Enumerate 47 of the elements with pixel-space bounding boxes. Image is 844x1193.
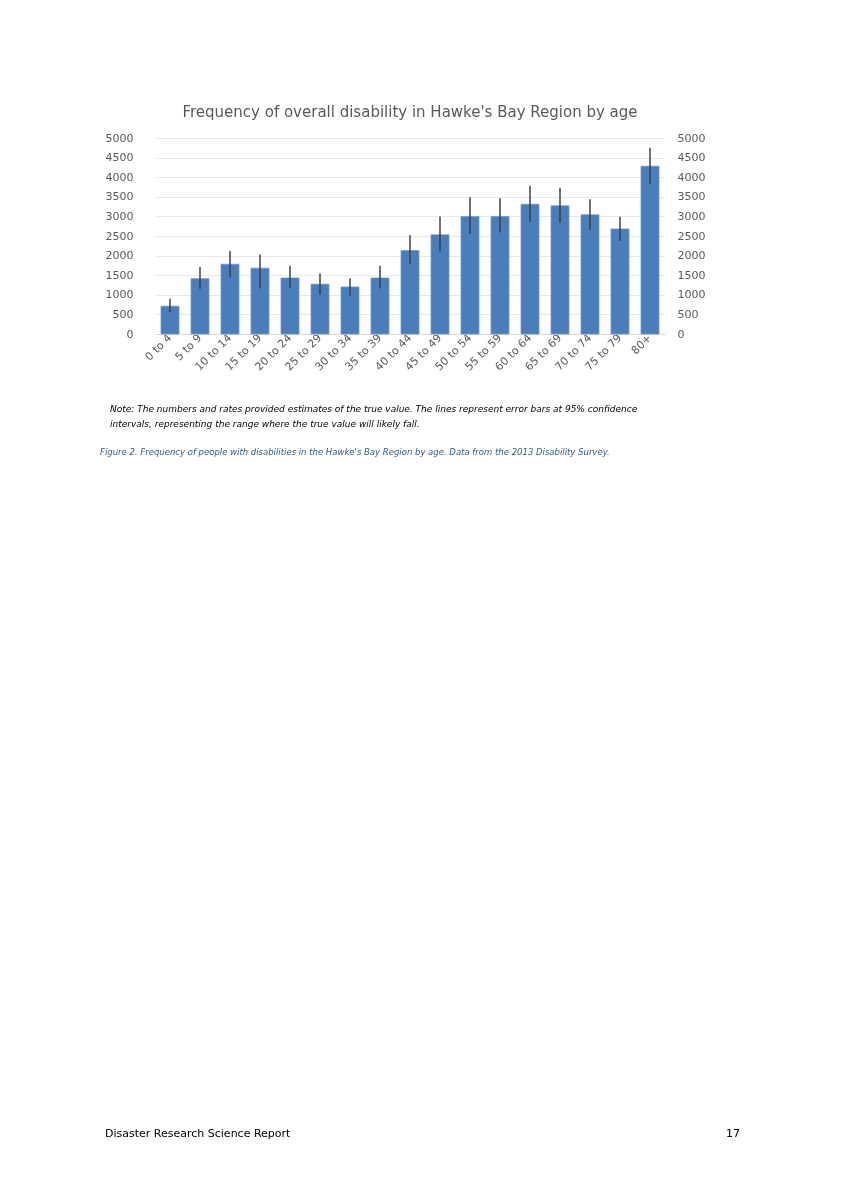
text: Note: The numbers and rates provided estimates of the true value. The lines represent error bars at 95% confidence <box>110 404 638 414</box>
bar <box>610 228 630 335</box>
bar <box>370 277 390 335</box>
text: Disaster Research Science Report <box>105 1127 292 1140</box>
bar <box>340 286 360 335</box>
bar <box>160 305 180 335</box>
y2-tick-label: 1500 <box>677 268 706 282</box>
bar <box>520 203 540 335</box>
y-tick-label: 2500 <box>105 229 134 243</box>
y2-tick-label: 5000 <box>677 131 706 145</box>
y2-tick-label: 3000 <box>677 209 706 223</box>
bar <box>460 216 480 335</box>
y2-tick-label: 2000 <box>677 249 706 263</box>
y-tick-label: 1500 <box>105 268 134 282</box>
text: intervals, representing the range where the true value will likely fall. <box>110 419 420 429</box>
bar <box>190 278 210 335</box>
y2-tick-label: 500 <box>677 307 699 321</box>
bar <box>280 277 300 335</box>
bar <box>430 234 450 335</box>
y-tick-label: 500 <box>112 307 134 321</box>
y-tick-label: 3000 <box>105 209 134 223</box>
y2-tick-label: 3500 <box>677 190 706 204</box>
chart-title: Frequency of overall disability in Hawke's Bay Region by age <box>182 103 638 121</box>
bar <box>580 214 600 335</box>
y2-tick-label: 0 <box>677 327 685 341</box>
y2-tick-label: 4500 <box>677 151 706 165</box>
y2-tick-label: 1000 <box>677 288 706 302</box>
y-tick-label: 2000 <box>105 249 134 263</box>
bar <box>490 216 510 335</box>
bar <box>220 263 240 335</box>
bar <box>400 250 420 335</box>
text: 17 <box>726 1127 740 1140</box>
bar <box>550 205 570 335</box>
y-tick-label: 3500 <box>105 190 134 204</box>
x-tick-label: 0 to 4 <box>142 331 175 364</box>
x-tick-label: 80+ <box>628 331 655 358</box>
bar <box>310 283 330 335</box>
caption: Figure 2. Frequency of people with disabilities in the Hawke's Bay Region by age. Data from the 2013 Disability Survey. <box>100 447 610 457</box>
y-tick-label: 4500 <box>105 151 134 165</box>
y-tick-label: 1000 <box>105 288 134 302</box>
y2-tick-label: 4000 <box>677 170 706 184</box>
y-tick-label: 5000 <box>105 131 134 145</box>
bar <box>640 165 660 335</box>
y-tick-label: 0 <box>126 327 134 341</box>
bar <box>250 267 270 335</box>
y2-tick-label: 2500 <box>677 229 706 243</box>
y-tick-label: 4000 <box>105 170 134 184</box>
